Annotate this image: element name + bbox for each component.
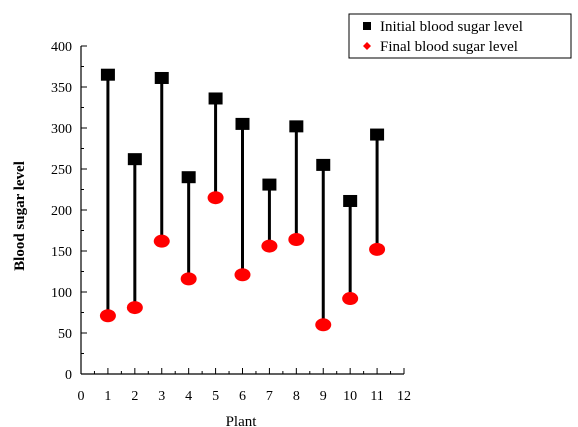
legend-label-initial: Initial blood sugar level: [380, 19, 523, 35]
final-point: [207, 191, 224, 205]
final-point: [261, 239, 278, 253]
final-point: [153, 234, 170, 248]
final-point: [315, 318, 332, 332]
y-tick-label: 0: [65, 368, 72, 383]
x-tick-label: 6: [239, 389, 246, 404]
initial-point: [100, 68, 115, 81]
x-axis-title: Plant: [226, 414, 258, 427]
x-tick-label: 2: [131, 389, 138, 404]
x-tick-label: 5: [212, 389, 219, 404]
initial-point: [370, 128, 385, 141]
x-tick-label: 9: [320, 389, 327, 404]
y-tick-label: 350: [51, 81, 72, 96]
final-point: [180, 272, 197, 286]
initial-point: [154, 71, 169, 84]
x-tick-label: 1: [104, 389, 111, 404]
y-tick-label: 200: [51, 204, 72, 219]
x-tick-label: 11: [370, 389, 383, 404]
initial-point: [289, 120, 304, 133]
legend: Initial blood sugar level Final blood su…: [348, 13, 572, 59]
x-tick-label: 8: [293, 389, 300, 404]
y-tick-label: 400: [51, 40, 72, 55]
initial-point: [343, 194, 358, 207]
y-tick-label: 100: [51, 286, 72, 301]
final-point: [234, 268, 251, 282]
x-tick-label: 3: [158, 389, 165, 404]
initial-point: [316, 158, 331, 171]
final-point: [369, 242, 386, 256]
y-tick-label: 250: [51, 163, 72, 178]
initial-point: [208, 92, 223, 105]
final-point: [99, 309, 116, 323]
x-tick-label: 4: [185, 389, 192, 404]
legend-box: [348, 13, 572, 59]
chart-marks: [99, 68, 386, 332]
initial-point: [262, 178, 277, 191]
y-tick-label: 150: [51, 245, 72, 260]
initial-point: [235, 117, 250, 130]
initial-point: [181, 171, 196, 184]
legend-label-final: Final blood sugar level: [380, 39, 518, 55]
initial-point: [127, 153, 142, 166]
y-tick-label: 50: [58, 327, 72, 342]
y-axis-title: Blood sugar level: [12, 161, 28, 271]
legend-marker-initial: [363, 22, 371, 30]
x-tick-label: 7: [266, 389, 273, 404]
x-tick-label: 12: [397, 389, 411, 404]
final-point: [342, 292, 359, 306]
x-tick-label: 0: [78, 389, 85, 404]
y-tick-label: 300: [51, 122, 72, 137]
legend-marker-final: [363, 42, 371, 50]
final-point: [126, 301, 143, 315]
final-point: [288, 233, 305, 247]
x-tick-label: 10: [343, 389, 357, 404]
